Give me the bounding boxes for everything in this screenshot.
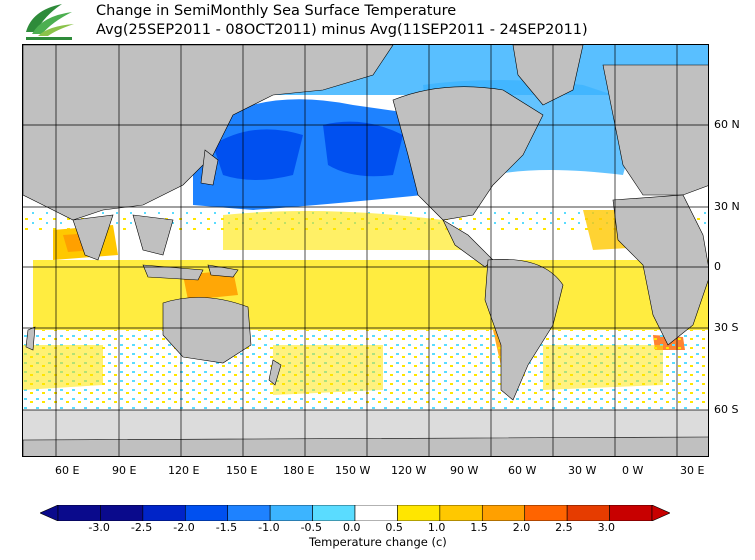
lon-label: 150 W [335, 464, 371, 477]
colorbar-tick-label: 2.5 [555, 521, 573, 534]
colorbar-tick-label: -2.5 [130, 521, 153, 534]
lon-label: 0 W [622, 464, 644, 477]
colorbar-tick-label: -1.5 [215, 521, 238, 534]
title-line-2: Avg(25SEP2011 - 08OCT2011) minus Avg(11S… [96, 22, 588, 38]
colorbar [39, 504, 671, 522]
lon-label: 120 E [168, 464, 200, 477]
sst-change-map [22, 44, 709, 457]
lat-label: 30 S [714, 321, 739, 334]
lon-label: 120 W [391, 464, 427, 477]
colorbar-tick-label: -1.0 [258, 521, 280, 534]
lat-label: 60 S [714, 403, 739, 416]
lat-label: 30 N [714, 200, 740, 213]
colorbar-swatch [524, 504, 568, 522]
colorbar-swatch [142, 504, 186, 522]
colorbar-arrow-low [39, 504, 59, 522]
colorbar-tick-label: 1.5 [470, 521, 488, 534]
colorbar-swatch [184, 504, 229, 522]
colorbar-tick-label: 2.0 [512, 521, 531, 534]
tropical-warming [33, 260, 708, 330]
colorbar-tick-label: -3.0 [88, 521, 110, 534]
colorbar-swatch [481, 504, 526, 522]
colorbar-swatch [397, 504, 441, 522]
colorbar-tick-label: -2.0 [173, 521, 195, 534]
lat-label: 0 [714, 260, 721, 273]
colorbar-swatch [609, 504, 653, 522]
colorbar-swatch [269, 504, 313, 522]
land-masses [23, 45, 708, 456]
colorbar-tick-label: 0.5 [385, 521, 403, 534]
chart-title: Change in SemiMonthly Sea Surface Temper… [96, 2, 588, 40]
colorbar-tick-label: -0.5 [300, 521, 323, 534]
colorbar-tick-label: 3.0 [597, 521, 616, 534]
colorbar-tick-label: 1.0 [427, 521, 446, 534]
colorbar-swatch [566, 504, 610, 522]
map-canvas [23, 45, 708, 456]
colorbar-swatch [57, 504, 101, 522]
graticule [23, 45, 708, 456]
lon-label: 150 E [226, 464, 258, 477]
lon-label: 60 W [508, 464, 537, 477]
colorbar-swatch [227, 504, 271, 522]
colorbar-tick-label: 0.0 [343, 521, 361, 534]
colorbar-swatch [354, 504, 398, 522]
colorbar-swatch [100, 504, 144, 522]
lon-label: 180 E [283, 464, 315, 477]
lon-label: 30 W [568, 464, 597, 477]
lat-label: 60 N [714, 118, 740, 131]
lon-label: 30 E [680, 464, 705, 477]
lon-label: 90 E [112, 464, 137, 477]
colorbar-title: Temperature change (c) [309, 535, 447, 549]
title-line-1: Change in SemiMonthly Sea Surface Temper… [96, 3, 457, 19]
lon-label: 60 E [55, 464, 80, 477]
lon-label: 90 W [450, 464, 479, 477]
colorbar-swatch [439, 504, 483, 522]
logo [22, 2, 76, 42]
colorbar-swatches [39, 504, 671, 522]
colorbar-swatch [312, 504, 356, 522]
colorbar-arrow-high [651, 504, 671, 522]
